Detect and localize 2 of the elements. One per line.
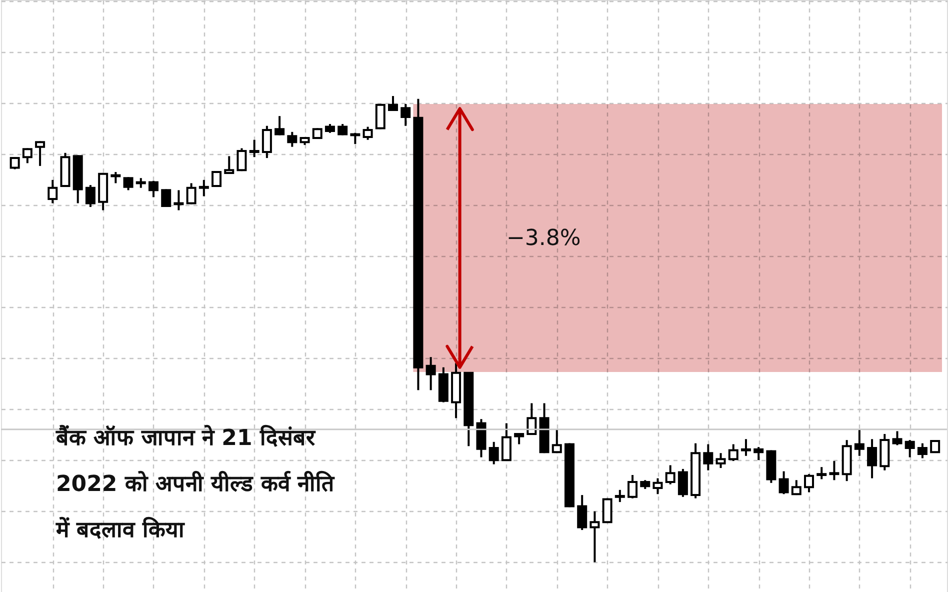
annotation: बैंक ऑफ जापान ने 21 दिसंबर 2022 को अपनी यील्ड कर्व नीति में बदलाव किया [55,424,336,543]
band-label: −3.8% [506,226,581,251]
